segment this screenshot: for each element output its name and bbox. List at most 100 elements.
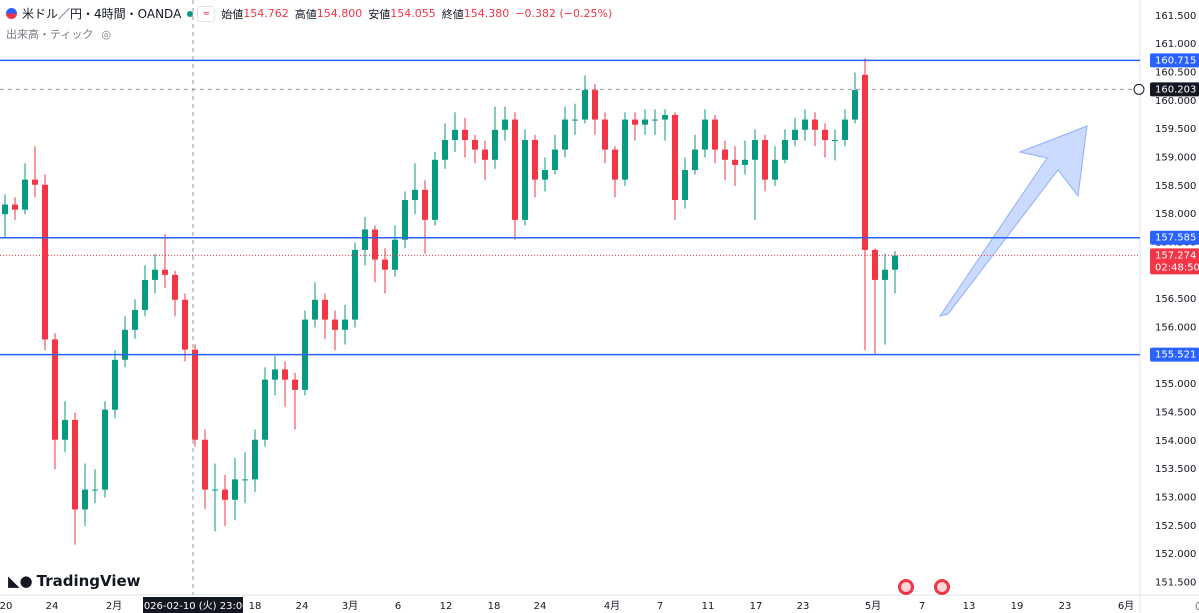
x-tick-label: 24 bbox=[296, 601, 309, 612]
legend-header: 米ドル／円・4時間・OANDA ≈ 始値 154.762 高値 154.800 安値… bbox=[6, 5, 612, 22]
candle-body bbox=[162, 269, 168, 275]
arrow-drawing[interactable] bbox=[938, 125, 1088, 317]
last-price-box bbox=[1150, 248, 1199, 275]
candle-body bbox=[42, 184, 48, 340]
settings-icon[interactable] bbox=[1195, 601, 1199, 611]
candle-body bbox=[842, 119, 848, 140]
candle-body bbox=[272, 369, 278, 380]
candle-body bbox=[892, 255, 898, 270]
y-tick-label: 158.500 bbox=[1155, 181, 1196, 192]
level-label: 157.585 bbox=[1155, 233, 1196, 244]
hide-icon[interactable]: ◎ bbox=[101, 27, 111, 41]
symbol-icon bbox=[6, 8, 17, 19]
event-icons[interactable] bbox=[898, 579, 950, 595]
ohlc-value: 154.055 bbox=[390, 7, 436, 20]
x-tick-label: 5月 bbox=[865, 600, 881, 612]
candle-body bbox=[32, 179, 38, 185]
ohlc-label: 始値 bbox=[221, 7, 244, 21]
symbol-title[interactable]: 米ドル／円・4時間・OANDA bbox=[22, 7, 182, 21]
candle-body bbox=[602, 119, 608, 150]
x-tick-label: 6 bbox=[395, 601, 401, 612]
candle-body bbox=[92, 489, 98, 491]
y-tick-label: 156.500 bbox=[1155, 294, 1196, 305]
brand-mark: ◣● bbox=[8, 572, 33, 590]
candle-body bbox=[222, 489, 228, 500]
candle-body bbox=[852, 90, 858, 120]
x-tick-label: 6月 bbox=[1118, 600, 1134, 612]
candle-body bbox=[562, 119, 568, 150]
x-tick-label: 19 bbox=[1011, 601, 1024, 612]
candle-body bbox=[722, 149, 728, 160]
candle-body bbox=[462, 129, 468, 140]
y-tick-label: 160.000 bbox=[1155, 96, 1196, 107]
candle-body bbox=[652, 119, 658, 121]
candle-body bbox=[802, 119, 808, 130]
x-tick-label: 23 bbox=[1059, 601, 1072, 612]
level-label-box bbox=[1150, 347, 1199, 362]
y-tick-label: 160.500 bbox=[1155, 68, 1196, 79]
crosshair-time-box bbox=[143, 597, 243, 613]
candle-body bbox=[882, 269, 888, 280]
candle-body bbox=[152, 269, 158, 280]
candle-body bbox=[102, 409, 108, 490]
candles bbox=[2, 58, 898, 545]
candle-body bbox=[62, 419, 68, 440]
candle-body bbox=[372, 229, 378, 260]
realtime-icon[interactable]: ≈ bbox=[197, 5, 216, 22]
candle-body bbox=[332, 319, 338, 330]
x-tick-label: 17 bbox=[750, 601, 763, 612]
candle-body bbox=[452, 129, 458, 140]
add-alert-button[interactable] bbox=[1133, 83, 1145, 95]
candle-body bbox=[262, 379, 268, 440]
crosshair-time-label: 2026-02-10 (火) 23:00 bbox=[137, 600, 248, 612]
candle-body bbox=[772, 159, 778, 180]
candle-body bbox=[132, 309, 138, 330]
x-tick-label: 13 bbox=[963, 601, 976, 612]
candle-body bbox=[232, 479, 238, 500]
candle-body bbox=[632, 119, 638, 125]
candle-body bbox=[752, 139, 758, 160]
y-tick-label: 161.500 bbox=[1155, 11, 1196, 22]
candle-body bbox=[382, 259, 388, 270]
candle-body bbox=[862, 74, 868, 250]
candle-body bbox=[312, 299, 318, 320]
candle-body bbox=[202, 439, 208, 490]
level-label-box bbox=[1150, 230, 1199, 245]
candle-body bbox=[122, 329, 128, 360]
candle-body bbox=[742, 159, 748, 165]
last-price-label: 157.274 bbox=[1155, 250, 1196, 261]
candle-body bbox=[362, 229, 368, 250]
candle-body bbox=[832, 139, 838, 141]
candle-body bbox=[352, 249, 358, 320]
candle-body bbox=[622, 119, 628, 180]
y-tick-label: 153.000 bbox=[1155, 493, 1196, 504]
x-tick-label: 20 bbox=[0, 601, 12, 612]
candle-body bbox=[662, 115, 668, 120]
x-tick-label: 18 bbox=[488, 601, 501, 612]
candle-body bbox=[172, 274, 178, 300]
candle-body bbox=[682, 170, 688, 201]
candle-body bbox=[672, 115, 678, 201]
candle-body bbox=[182, 299, 188, 350]
volume-label[interactable]: 出来高・ティック bbox=[6, 28, 94, 41]
ohlc-label: 安値 bbox=[368, 7, 391, 21]
candle-body bbox=[522, 139, 528, 220]
brand-logo[interactable]: ◣● TradingView bbox=[8, 572, 141, 590]
candle-body bbox=[492, 129, 498, 160]
candle-body bbox=[112, 359, 118, 410]
y-tick-label: 154.000 bbox=[1155, 436, 1196, 447]
candle-body bbox=[512, 119, 518, 220]
y-tick-label: 161.000 bbox=[1155, 39, 1196, 50]
candle-body bbox=[242, 479, 248, 481]
candle-body bbox=[212, 489, 218, 491]
y-tick-label: 158.000 bbox=[1155, 209, 1196, 220]
candle-body bbox=[472, 139, 478, 150]
ohlc-label: 高値 bbox=[294, 7, 317, 21]
candle-body bbox=[412, 189, 418, 201]
candle-body bbox=[812, 119, 818, 130]
y-tick-label: 154.500 bbox=[1155, 408, 1196, 419]
x-tick-label: 4月 bbox=[604, 600, 620, 612]
x-tick-label: 24 bbox=[534, 601, 547, 612]
candle-body bbox=[2, 204, 8, 215]
event-icon-flag bbox=[901, 582, 911, 592]
